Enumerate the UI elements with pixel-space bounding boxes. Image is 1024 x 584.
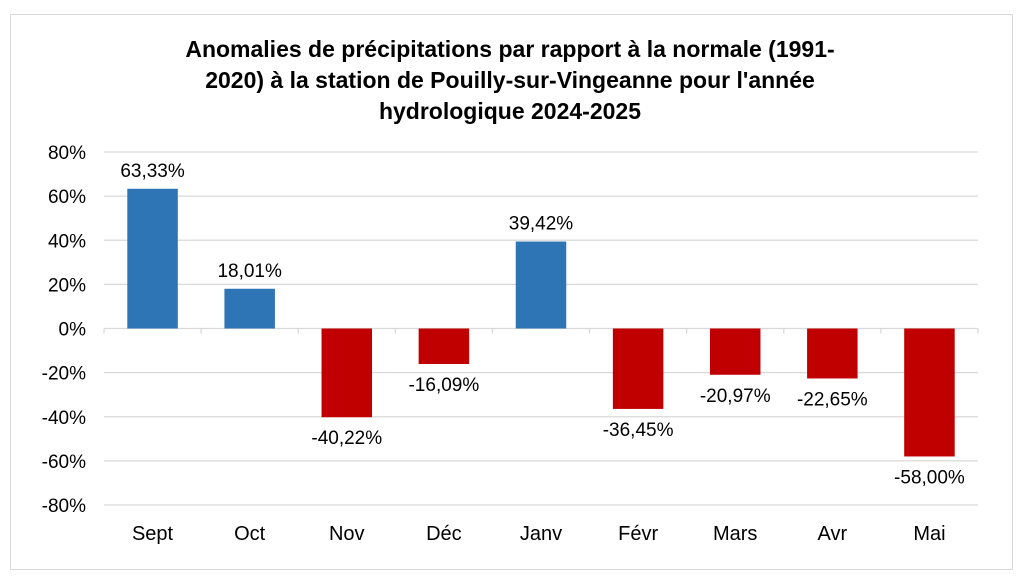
x-tick-label: Mars [713, 523, 757, 545]
bar [904, 328, 955, 457]
x-tick-label: Janv [520, 523, 562, 545]
y-tick-label: -40% [42, 408, 86, 429]
bar [515, 241, 567, 329]
data-label: 39,42% [509, 214, 574, 235]
x-tick-label: Févr [618, 523, 658, 545]
bar [612, 328, 664, 409]
data-label: -22,65% [797, 389, 868, 410]
data-label: -20,97% [700, 386, 771, 407]
x-tick-label: Oct [234, 523, 266, 545]
bar [127, 188, 178, 329]
x-tick-label: Nov [329, 523, 365, 545]
chart-title: Anomalies de précipitations par rapport … [100, 34, 920, 127]
y-tick-label: 80% [48, 143, 86, 164]
data-label: -58,00% [894, 467, 965, 488]
bar [418, 328, 470, 364]
y-tick-label: 60% [48, 187, 86, 208]
data-label: -40,22% [311, 428, 382, 449]
y-tick-label: 20% [48, 275, 86, 296]
x-tick-label: Mai [913, 523, 945, 545]
x-tick-label: Sept [132, 523, 174, 545]
chart-title-line-2: 2020) à la station de Pouilly-sur-Vingea… [205, 67, 815, 93]
bar [709, 328, 761, 375]
bar [807, 328, 858, 379]
x-tick-label: Déc [426, 523, 462, 545]
data-label: -16,09% [408, 375, 479, 396]
x-tick-label: Avr [818, 523, 848, 545]
data-label: 18,01% [217, 261, 282, 282]
data-label: 63,33% [120, 161, 185, 182]
bar [321, 328, 373, 418]
data-label: -36,45% [603, 420, 674, 441]
y-tick-label: 0% [59, 320, 87, 341]
chart-title-line-1: Anomalies de précipitations par rapport … [185, 36, 835, 62]
chart-title-line-3: hydrologique 2024-2025 [378, 98, 642, 124]
bar [224, 288, 275, 329]
y-tick-label: -20% [42, 364, 86, 385]
y-tick-label: -80% [42, 496, 86, 517]
y-tick-label: 40% [48, 231, 86, 252]
y-tick-label: -60% [42, 452, 86, 473]
